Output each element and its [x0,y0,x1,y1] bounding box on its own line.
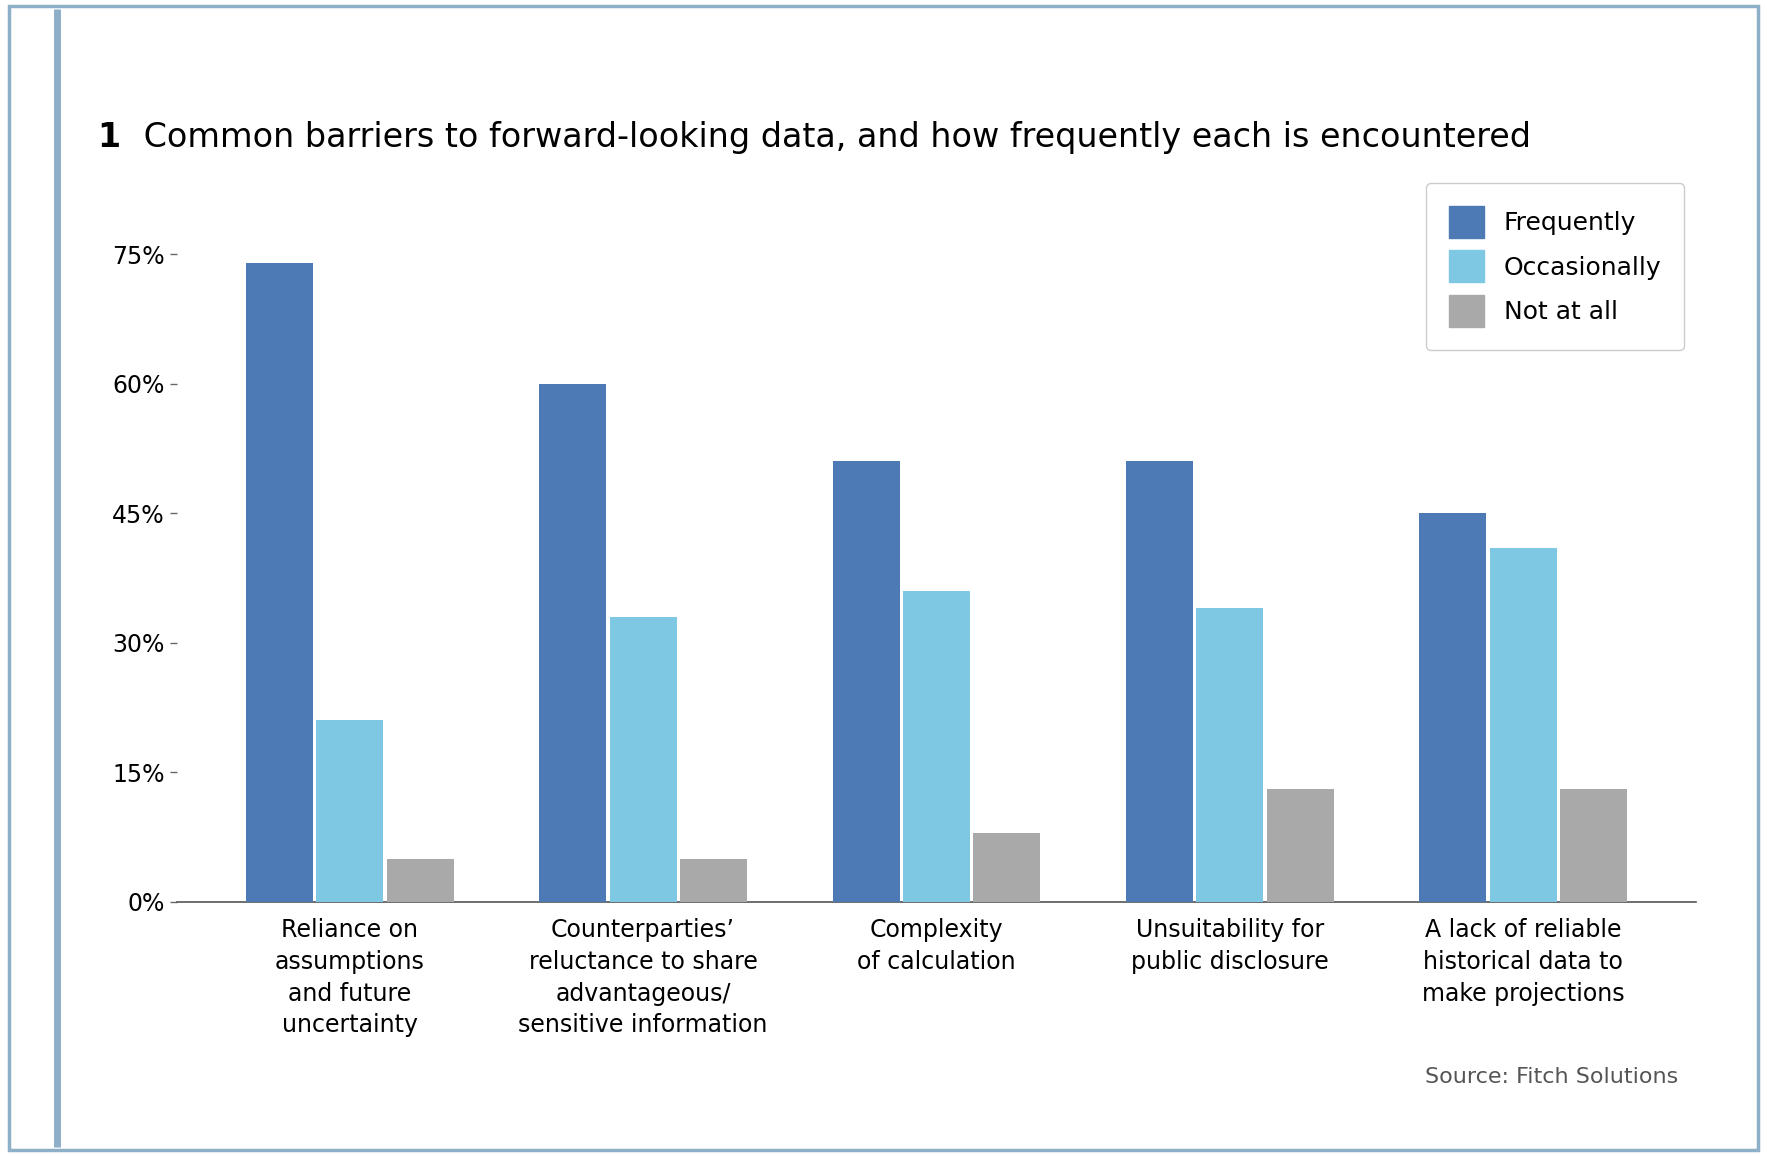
Bar [903,591,970,902]
Bar [387,859,454,902]
Bar [1196,608,1263,902]
Text: Source: Fitch Solutions: Source: Fitch Solutions [1426,1067,1679,1087]
Bar [974,832,1041,902]
Text: Common barriers to forward-looking data, and how frequently each is encountered: Common barriers to forward-looking data,… [133,121,1530,155]
Bar [316,720,383,902]
Bar [1419,513,1486,902]
Bar [680,859,747,902]
Bar [1490,548,1557,902]
Bar [832,461,899,902]
Bar [1560,790,1627,902]
Text: 1: 1 [97,121,120,155]
Bar [610,616,677,902]
Bar [1267,790,1334,902]
Bar [246,262,313,902]
Bar [1126,461,1193,902]
Legend: Frequently, Occasionally, Not at all: Frequently, Occasionally, Not at all [1426,183,1684,349]
Bar [539,384,606,902]
